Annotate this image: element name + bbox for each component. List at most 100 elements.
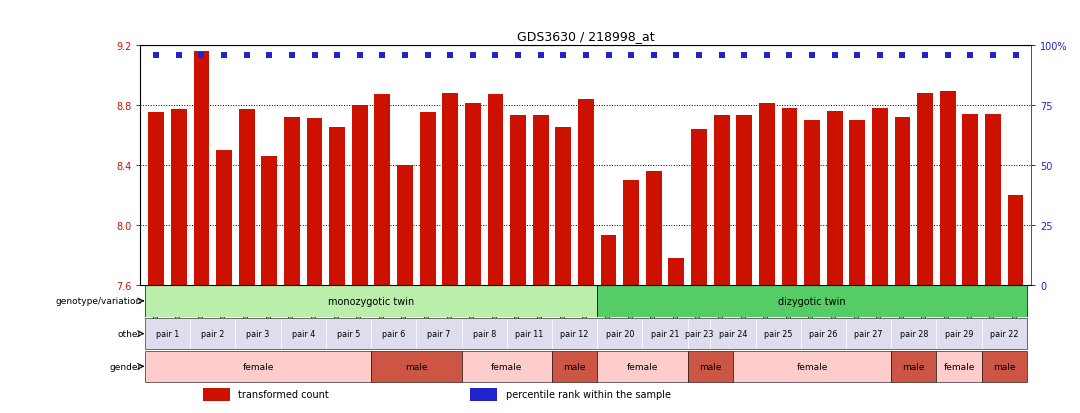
Bar (894, 117, 910, 285)
Text: genotype/variation: genotype/variation (55, 297, 141, 306)
Point (260, 52, 278, 59)
Bar (711, 318, 756, 349)
Bar (261, 156, 278, 285)
Bar (936, 318, 982, 349)
Point (532, 52, 550, 59)
Point (758, 52, 775, 59)
Bar (532, 116, 549, 285)
Point (667, 52, 685, 59)
Text: gender: gender (109, 362, 141, 371)
Text: male: male (564, 362, 585, 371)
Bar (600, 235, 617, 285)
Text: female: female (943, 362, 975, 371)
Bar (461, 318, 507, 349)
Text: transformed count: transformed count (239, 389, 329, 399)
Point (917, 52, 934, 59)
Text: monozygotic twin: monozygotic twin (328, 296, 415, 306)
Text: pair 22: pair 22 (990, 329, 1018, 338)
Text: other: other (117, 329, 141, 338)
Point (374, 52, 391, 59)
Bar (148, 113, 164, 285)
Bar (597, 318, 643, 349)
Text: pair 28: pair 28 (900, 329, 928, 338)
Bar (827, 111, 842, 285)
Bar (235, 318, 281, 349)
Text: pair 26: pair 26 (809, 329, 837, 338)
Point (328, 52, 346, 59)
Bar (507, 318, 552, 349)
Bar (443, 93, 458, 285)
Bar (805, 120, 820, 285)
Bar (375, 95, 390, 285)
Point (442, 52, 459, 59)
Bar (203, 388, 229, 401)
Bar (688, 318, 711, 349)
Text: pair 12: pair 12 (561, 329, 589, 338)
Text: female: female (491, 362, 523, 371)
Bar (688, 351, 733, 382)
Text: female: female (626, 362, 658, 371)
Text: female: female (242, 362, 273, 371)
Bar (145, 351, 372, 382)
Text: male: male (405, 362, 428, 371)
Bar (281, 318, 326, 349)
Point (735, 52, 753, 59)
Bar (691, 129, 707, 285)
Text: male: male (993, 362, 1015, 371)
Point (577, 52, 594, 59)
Point (238, 52, 255, 59)
Bar (352, 105, 367, 285)
Bar (597, 285, 1027, 317)
Point (872, 52, 889, 59)
Title: GDS3630 / 218998_at: GDS3630 / 218998_at (517, 30, 654, 43)
Bar (171, 110, 187, 285)
Bar (464, 104, 481, 285)
Text: pair 27: pair 27 (854, 329, 882, 338)
Point (713, 52, 730, 59)
Bar (669, 258, 685, 285)
Bar (216, 150, 232, 285)
Point (283, 52, 300, 59)
Point (193, 52, 211, 59)
Point (419, 52, 436, 59)
Bar (420, 113, 435, 285)
Text: male: male (903, 362, 926, 371)
Bar (552, 351, 597, 382)
Text: pair 2: pair 2 (201, 329, 225, 338)
Text: pair 24: pair 24 (718, 329, 747, 338)
Text: pair 1: pair 1 (156, 329, 179, 338)
Bar (714, 116, 729, 285)
Bar (487, 95, 503, 285)
Bar (737, 116, 752, 285)
Point (599, 52, 617, 59)
Point (690, 52, 707, 59)
Point (464, 52, 482, 59)
Text: male: male (699, 362, 721, 371)
Text: pair 3: pair 3 (246, 329, 270, 338)
Bar (470, 388, 497, 401)
Bar (756, 318, 800, 349)
Bar (782, 108, 797, 285)
Bar (329, 128, 345, 285)
Bar (759, 104, 774, 285)
Bar (846, 318, 891, 349)
Bar (597, 351, 688, 382)
Text: pair 4: pair 4 (292, 329, 315, 338)
Text: pair 20: pair 20 (606, 329, 634, 338)
Bar (917, 93, 933, 285)
Text: pair 7: pair 7 (428, 329, 450, 338)
Text: pair 5: pair 5 (337, 329, 360, 338)
Bar (284, 117, 300, 285)
Bar (193, 51, 210, 285)
Bar (891, 318, 936, 349)
Text: pair 6: pair 6 (382, 329, 405, 338)
Bar (872, 108, 888, 285)
Point (645, 52, 662, 59)
Point (781, 52, 798, 59)
Bar (372, 318, 416, 349)
Bar (940, 92, 956, 285)
Bar (1008, 195, 1024, 285)
Point (849, 52, 866, 59)
Bar (733, 351, 891, 382)
Bar (145, 318, 190, 349)
